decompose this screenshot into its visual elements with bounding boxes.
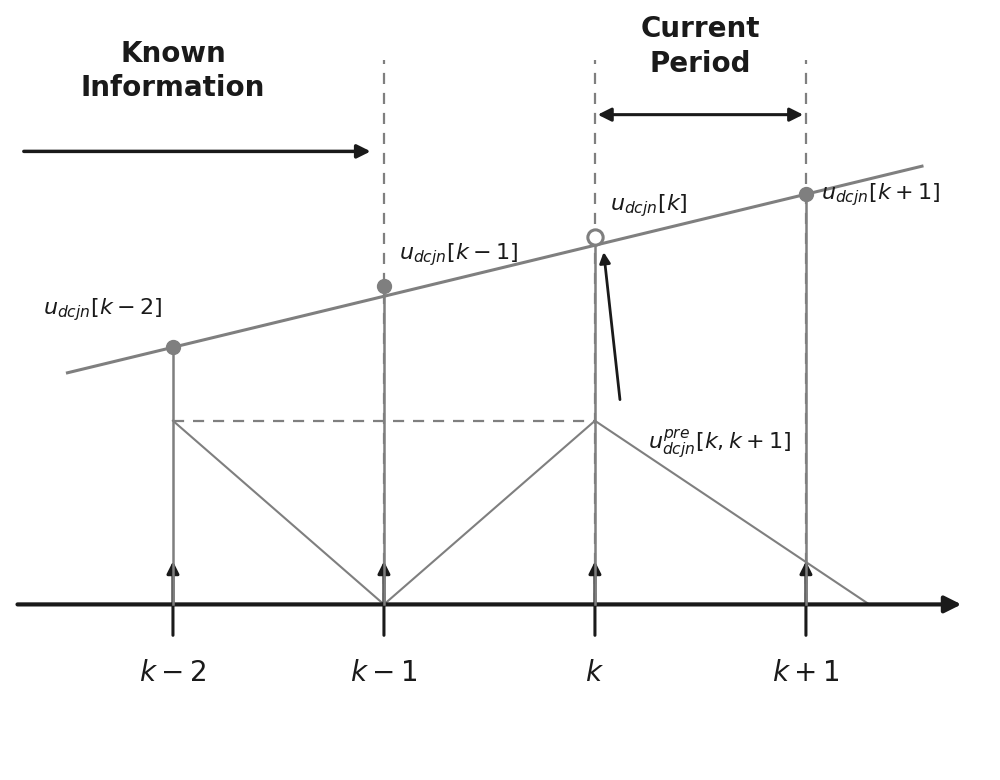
Text: $k-1$: $k-1$ — [350, 660, 418, 686]
Text: $k+1$: $k+1$ — [772, 660, 840, 686]
Text: $u_{dcjn}[k-2]$: $u_{dcjn}[k-2]$ — [43, 296, 162, 323]
Text: $u_{dcjn}[k-1]$: $u_{dcjn}[k-1]$ — [399, 241, 518, 268]
Text: Current
Period: Current Period — [641, 16, 760, 78]
Text: $u_{dcjn}[k]$: $u_{dcjn}[k]$ — [610, 192, 687, 218]
Text: $k$: $k$ — [585, 660, 604, 686]
Text: Known
Information: Known Information — [81, 40, 265, 102]
Text: $k-2$: $k-2$ — [139, 660, 206, 686]
Text: $u_{dcjn}^{pre}[k,k+1]$: $u_{dcjn}^{pre}[k,k+1]$ — [648, 427, 791, 461]
Text: $u_{dcjn}[k+1]$: $u_{dcjn}[k+1]$ — [821, 181, 940, 207]
